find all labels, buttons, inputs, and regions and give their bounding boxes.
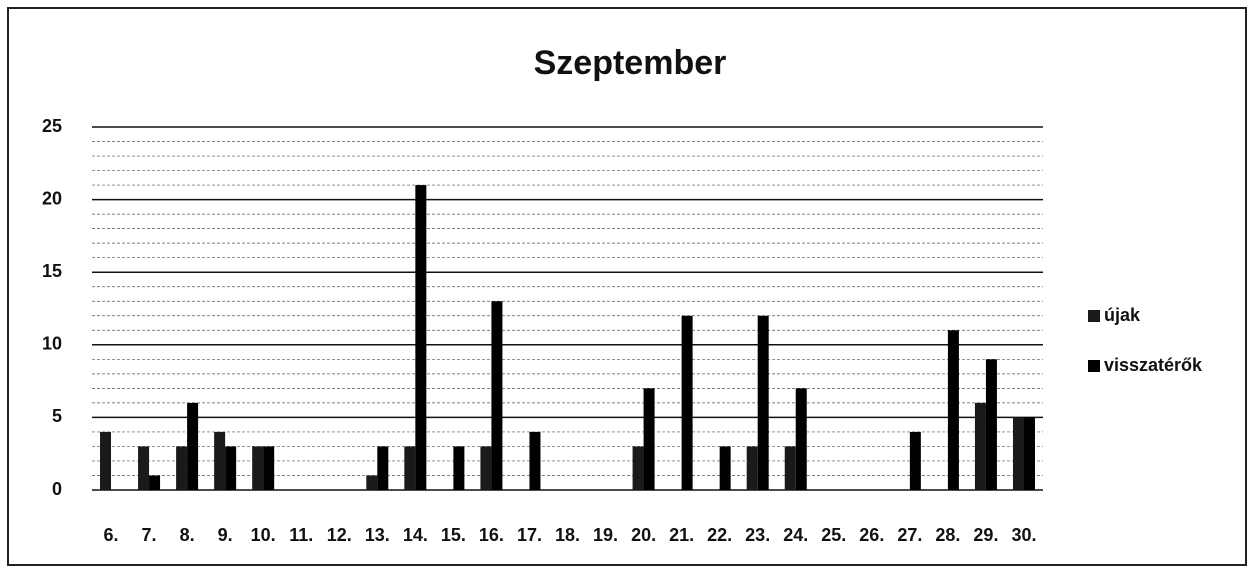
bar <box>784 446 796 490</box>
bar <box>947 330 959 490</box>
y-tick-label: 15 <box>42 261 62 281</box>
x-tick-label: 25. <box>821 525 846 545</box>
bar <box>100 431 112 490</box>
bar <box>263 446 275 490</box>
chart-title: Szeptember <box>534 44 727 82</box>
x-tick-label: 30. <box>1011 525 1036 545</box>
y-tick-label: 25 <box>42 116 62 136</box>
bar <box>252 446 264 490</box>
x-tick-label: 29. <box>973 525 998 545</box>
x-tick-label: 28. <box>935 525 960 545</box>
legend-swatch <box>1088 360 1100 372</box>
x-tick-label: 20. <box>631 525 656 545</box>
bar <box>453 446 465 490</box>
bar <box>415 185 427 490</box>
bar <box>974 402 986 490</box>
bar <box>138 446 150 490</box>
bar <box>985 359 997 490</box>
x-tick-label: 23. <box>745 525 770 545</box>
bar <box>643 388 655 490</box>
x-tick-label: 14. <box>403 525 428 545</box>
x-tick-label: 22. <box>707 525 732 545</box>
bar <box>632 446 644 490</box>
x-tick-label: 21. <box>669 525 694 545</box>
y-tick-label: 0 <box>52 479 62 499</box>
bar <box>909 431 921 490</box>
x-tick-label: 24. <box>783 525 808 545</box>
x-tick-label: 19. <box>593 525 618 545</box>
bar <box>795 388 807 490</box>
x-tick-label: 17. <box>517 525 542 545</box>
x-tick-label: 10. <box>251 525 276 545</box>
bar <box>746 446 758 490</box>
bar <box>757 315 769 490</box>
bar <box>404 446 416 490</box>
legend-label: újak <box>1104 305 1141 325</box>
x-tick-label: 11. <box>289 525 313 545</box>
x-tick-label: 12. <box>327 525 352 545</box>
x-tick-label: 27. <box>897 525 922 545</box>
bar <box>377 446 389 490</box>
legend-label: visszatérők <box>1104 355 1203 375</box>
bar <box>529 431 541 490</box>
bar <box>366 475 378 490</box>
bar <box>1023 417 1035 490</box>
bar <box>681 315 693 490</box>
y-tick-label: 10 <box>42 334 62 354</box>
bar <box>187 402 199 490</box>
bar <box>480 446 492 490</box>
x-tick-label: 15. <box>441 525 466 545</box>
bar <box>149 475 161 490</box>
bar <box>225 446 237 490</box>
bar <box>1012 417 1024 490</box>
bar <box>719 446 731 490</box>
x-tick-label: 18. <box>555 525 580 545</box>
x-tick-label: 9. <box>218 525 233 545</box>
x-tick-label: 7. <box>142 525 157 545</box>
x-tick-label: 6. <box>104 525 119 545</box>
bar <box>176 446 188 490</box>
bar <box>491 301 503 490</box>
bar <box>214 431 226 490</box>
x-tick-label: 13. <box>365 525 390 545</box>
x-tick-label: 26. <box>859 525 884 545</box>
y-tick-label: 5 <box>52 406 62 426</box>
legend-swatch <box>1088 310 1100 322</box>
x-tick-label: 8. <box>180 525 195 545</box>
x-tick-label: 16. <box>479 525 504 545</box>
y-tick-label: 20 <box>42 188 62 208</box>
